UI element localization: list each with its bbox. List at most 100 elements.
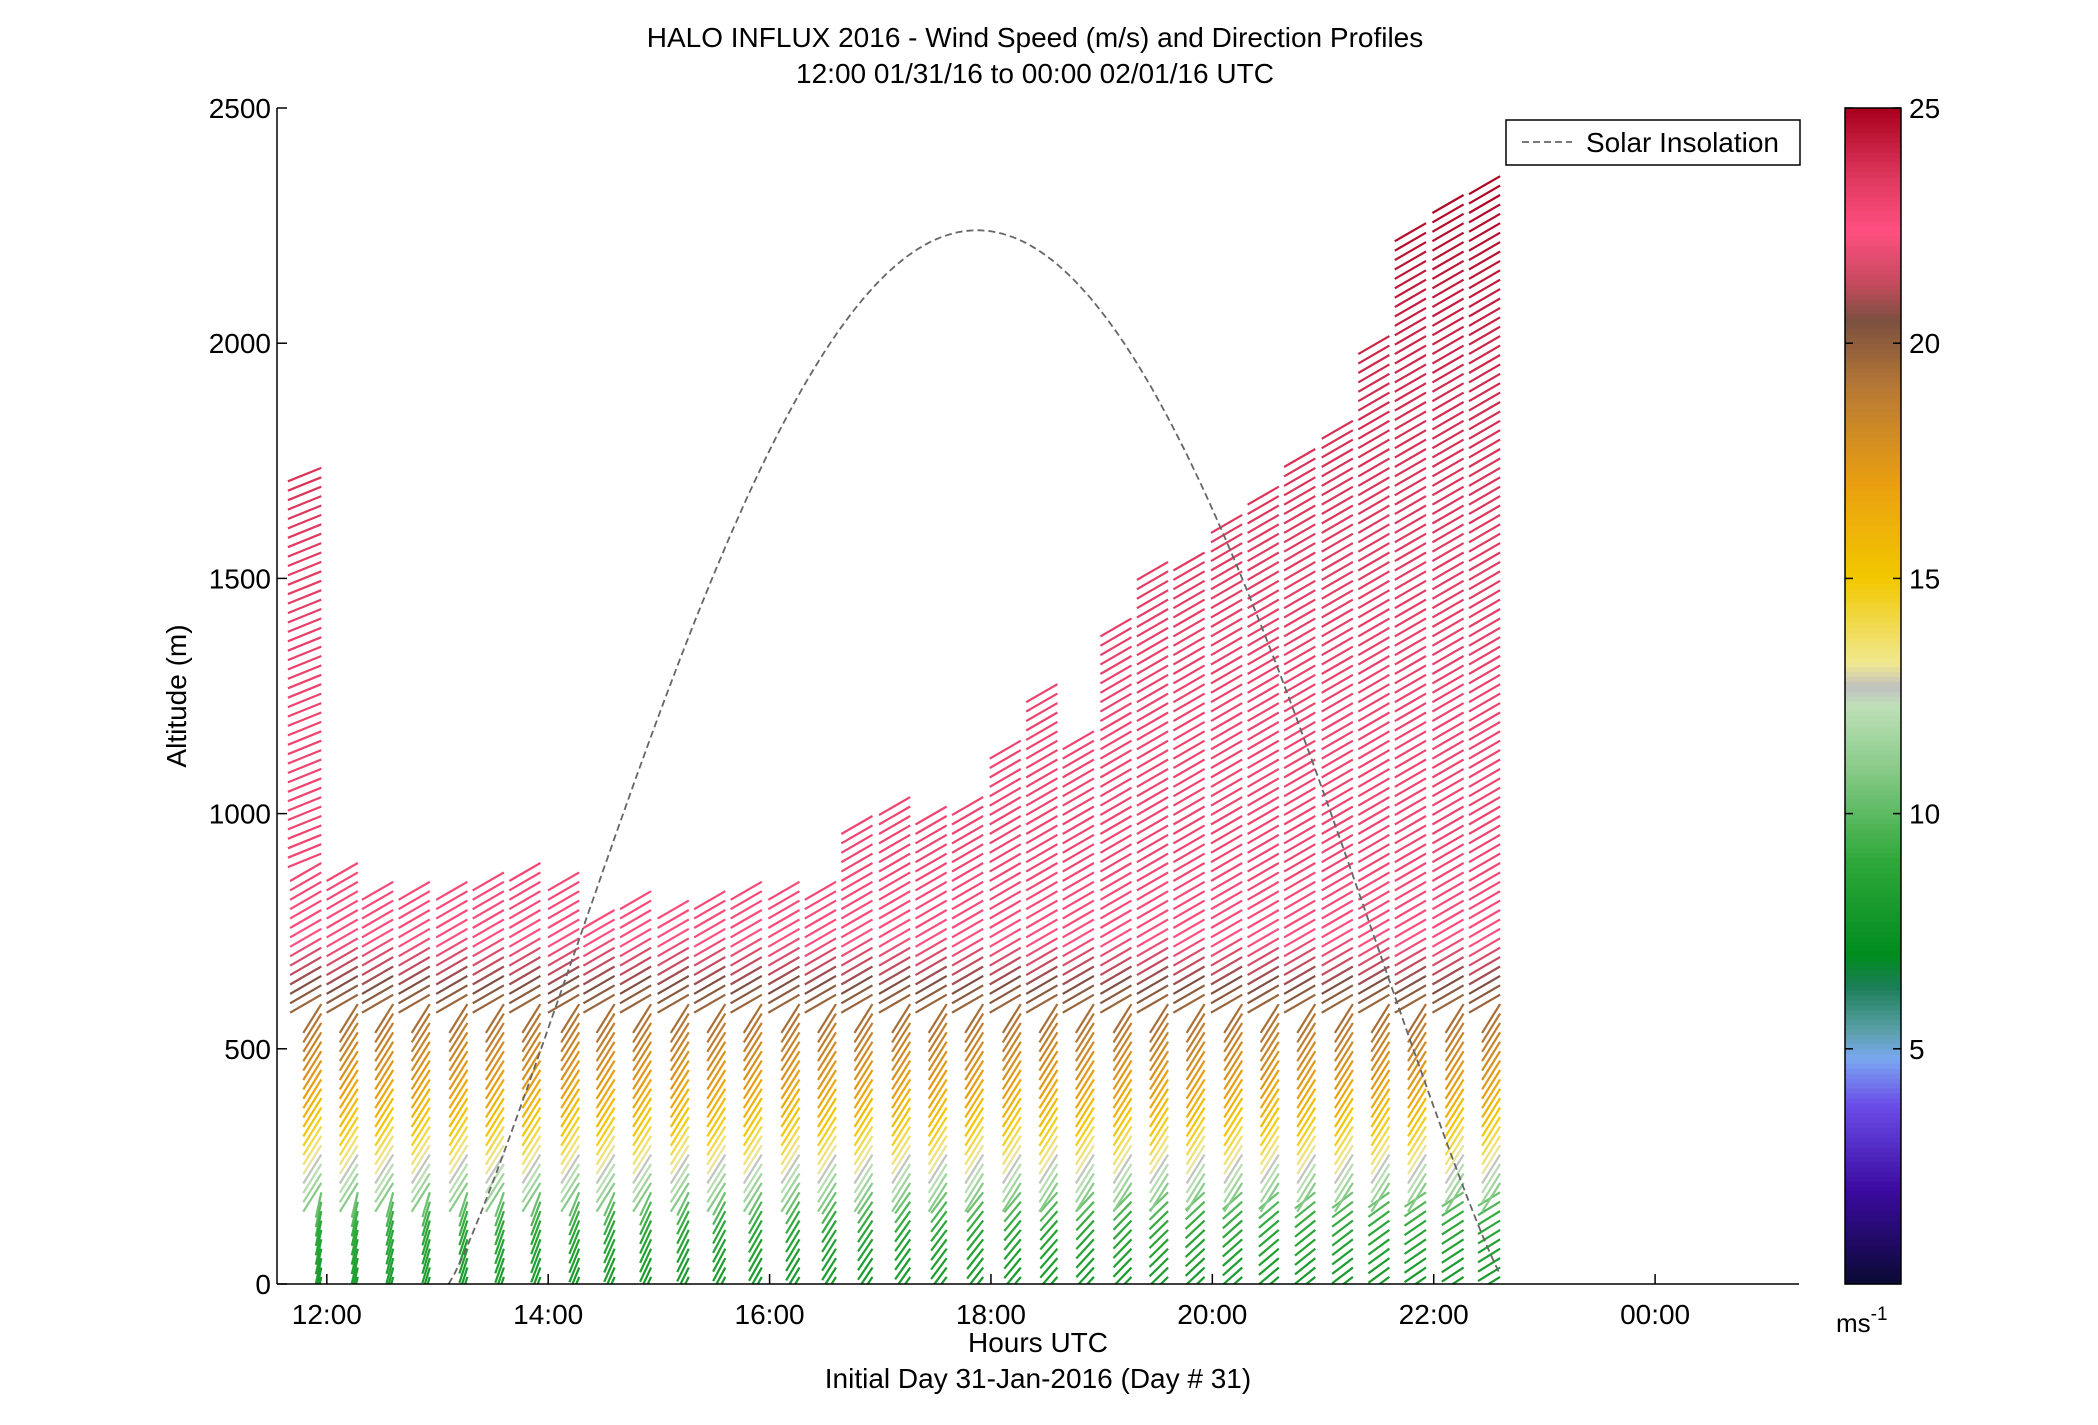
wind-barb [748,1219,763,1244]
wind-barb [817,1060,837,1090]
wind-barb [1099,673,1133,694]
wind-barb [530,1257,542,1283]
colorbar-segment [1845,191,1901,197]
wind-barb [1431,372,1465,393]
wind-barb [1468,664,1501,685]
colorbar-segment [1845,1195,1901,1202]
wind-barb [693,965,726,986]
wind-barb [547,927,580,948]
wind-barb [1185,1031,1206,1062]
wind-barb [1062,777,1095,798]
x-tick-label: 16:00 [735,1299,805,1330]
wind-barb [1136,758,1169,779]
wind-barb [1222,1210,1243,1230]
wind-barb [1136,974,1169,995]
wind-barb [1172,702,1206,723]
wind-barb [1283,890,1316,911]
wind-barb [1357,815,1390,835]
wind-barb [1394,673,1427,694]
wind-barb [1321,579,1354,600]
wind-barb [857,1191,874,1215]
colorbar-segment [1845,1166,1901,1172]
wind-barb [1099,749,1133,770]
wind-barb [508,984,541,1005]
wind-barb [1468,372,1501,393]
wind-barb [1357,805,1390,826]
wind-barb [385,1257,395,1284]
wind-barb [287,617,322,633]
wind-barb [1025,927,1058,948]
wind-barb [1477,1210,1501,1226]
wind-barb [582,956,616,977]
wind-barb [1394,419,1427,440]
wind-barb [840,993,874,1014]
wind-barb [484,1022,505,1053]
colorbar-segment [1845,157,1901,163]
wind-barb [1294,1210,1316,1229]
wind-barb [1247,702,1280,723]
wind-barb [1321,495,1354,516]
wind-barb [1172,645,1206,666]
wind-barb [1321,655,1354,675]
wind-barb [966,1238,985,1261]
wind-barb [1172,852,1206,873]
wind-barb [575,1276,581,1284]
wind-barb [287,824,322,840]
wind-barb [669,1135,690,1166]
wind-barb [730,927,763,948]
wind-barb [706,1163,727,1194]
colorbar-segment [1845,137,1901,143]
wind-barb [712,1248,727,1273]
wind-barb [1112,1125,1133,1156]
wind-barb [385,1210,395,1237]
wind-barb [1099,852,1133,873]
wind-barb [730,974,763,995]
wind-barb [706,1107,727,1137]
wind-barb [891,1041,912,1072]
wind-barb [1099,692,1133,713]
wind-barb [1394,476,1427,497]
wind-barb [1468,824,1501,845]
wind-barb [1025,730,1058,751]
wind-barb [821,1191,837,1215]
wind-barb [693,984,726,1005]
wind-barb [1370,1154,1391,1185]
colorbar-segment [1845,1220,1901,1226]
wind-barb [1367,1229,1391,1246]
wind-barb [1403,1266,1427,1284]
wind-barb [314,1192,323,1218]
colorbar-segment [1845,181,1901,187]
wind-barb [385,1239,395,1265]
wind-barb [1099,871,1133,892]
wind-barb [338,1125,359,1156]
wind-barb [287,711,322,727]
wind-barb [1210,984,1243,1005]
wind-barb [1172,796,1206,817]
wind-barb [1477,1266,1501,1283]
colorbar-segment [1845,451,1901,457]
wind-barb [1210,956,1243,977]
wind-barb [582,927,616,948]
wind-barb [1136,683,1169,704]
wind-barb [560,1050,581,1081]
colorbar-segment [1845,696,1901,702]
wind-barb [1468,833,1501,854]
wind-barb [1468,579,1501,600]
wind-barb [448,1050,469,1081]
wind-barb [706,1050,727,1081]
wind-barb [804,984,837,1005]
wind-barb [639,1210,653,1236]
wind-barb [1357,485,1390,506]
wind-barb [582,974,616,995]
colorbar-segment [1845,931,1901,937]
colorbar-segment [1845,823,1901,829]
wind-barb [840,909,874,929]
wind-barb [1283,579,1316,600]
wind-barb [1223,1144,1244,1175]
wind-barb [817,1107,837,1137]
colorbar-segment [1845,1259,1901,1265]
wind-barb [1370,1116,1391,1147]
wind-barb [894,1210,912,1233]
wind-barb [914,965,948,986]
wind-barb [1112,1144,1133,1175]
